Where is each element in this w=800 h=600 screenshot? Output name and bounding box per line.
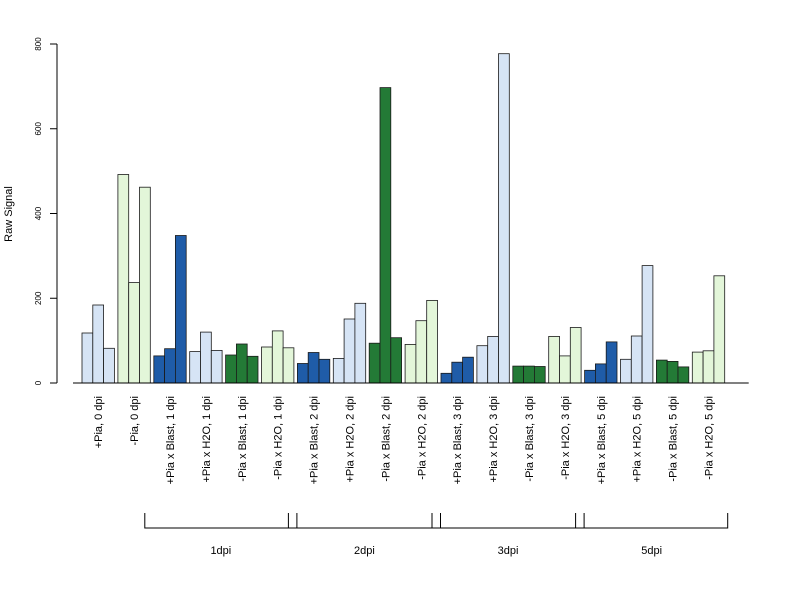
x-tick-label: +Pia, 0 dpi	[93, 396, 105, 448]
bar	[307, 352, 320, 384]
bar	[368, 342, 381, 384]
bar	[139, 186, 151, 384]
bar	[200, 331, 212, 384]
time-bracket-label: 1dpi	[210, 545, 231, 557]
bar	[296, 363, 309, 384]
bar	[569, 327, 582, 384]
bars	[81, 53, 726, 384]
bar	[641, 265, 654, 384]
time-brackets: 1dpi 2dpi 3dpi 5dpi	[144, 513, 729, 557]
y-tick-label: 0	[34, 380, 43, 385]
bar	[404, 343, 417, 384]
bar	[595, 363, 607, 384]
bar	[117, 174, 130, 384]
bar	[379, 87, 392, 384]
bar	[666, 360, 679, 384]
time-bracket	[287, 513, 441, 529]
x-tick-label: -Pia x Blast, 5 dpi	[668, 396, 680, 482]
bar	[656, 359, 668, 384]
bar	[512, 365, 524, 384]
x-tick-label: -Pia x H2O, 5 dpi	[704, 396, 716, 480]
bar	[605, 341, 618, 384]
time-bracket	[575, 513, 729, 529]
time-bracket-label: 3dpi	[498, 545, 519, 557]
bar	[559, 355, 571, 384]
bar	[498, 53, 510, 384]
bar	[630, 335, 643, 384]
bar	[440, 372, 453, 384]
x-tick-label: -Pia x H2O, 2 dpi	[416, 396, 428, 480]
x-tick-label: -Pia x Blast, 1 dpi	[237, 396, 249, 482]
bar	[462, 356, 474, 384]
bar	[81, 332, 94, 384]
x-tick-label: -Pia x Blast, 2 dpi	[380, 396, 392, 482]
x-tick-labels: +Pia, 0 dpi -Pia, 0 dpi +Pia x Blast, 1 dp…	[93, 396, 715, 484]
bar	[332, 357, 345, 384]
time-bracket	[431, 513, 585, 529]
bar	[174, 235, 187, 384]
x-tick-label: -Pia x Blast, 3 dpi	[524, 396, 536, 482]
bar	[189, 351, 201, 384]
bar	[225, 354, 237, 384]
time-bracket	[144, 513, 298, 529]
bar	[318, 358, 331, 384]
bar	[426, 299, 438, 384]
bar	[702, 350, 715, 384]
x-tick-label: +Pia x Blast, 3 dpi	[452, 396, 464, 484]
bar	[677, 366, 690, 384]
y-axis: 0 200 400 600 800	[34, 37, 58, 385]
bar	[548, 335, 560, 384]
bar	[523, 365, 535, 384]
x-tick-label: +Pia x Blast, 5 dpi	[596, 396, 608, 484]
time-bracket-label: 5dpi	[641, 545, 662, 557]
bar	[261, 346, 273, 384]
bar	[235, 343, 248, 384]
bar	[153, 355, 166, 384]
y-tick-label: 400	[34, 206, 43, 220]
bar	[620, 358, 632, 384]
bar	[534, 366, 546, 384]
bar	[92, 304, 105, 384]
x-tick-label: -Pia x H2O, 3 dpi	[560, 396, 572, 480]
bar	[476, 345, 489, 384]
bar	[487, 335, 499, 384]
bar	[246, 355, 259, 384]
y-tick-label: 200	[34, 291, 43, 305]
bar	[713, 275, 726, 384]
x-tick-label: +Pia x H2O, 3 dpi	[488, 396, 500, 483]
x-tick-label: +Pia x H2O, 1 dpi	[201, 396, 213, 483]
y-tick-label: 600	[34, 122, 43, 136]
x-tick-label: -Pia x H2O, 1 dpi	[273, 396, 285, 480]
x-tick-label: +Pia x Blast, 2 dpi	[309, 396, 321, 484]
bar	[451, 361, 463, 384]
bar	[210, 349, 223, 384]
bar	[164, 348, 176, 384]
bar	[271, 330, 284, 384]
x-tick-label: +Pia x H2O, 2 dpi	[345, 396, 357, 483]
bar	[390, 337, 402, 384]
x-tick-label: -Pia, 0 dpi	[129, 396, 141, 446]
x-tick-label: +Pia x H2O, 5 dpi	[632, 396, 644, 483]
x-tick-label: +Pia x Blast, 1 dpi	[165, 396, 177, 484]
bar	[691, 351, 704, 384]
bar	[343, 318, 356, 384]
bar	[128, 282, 140, 384]
y-axis-label: Raw Signal	[3, 186, 15, 242]
bar	[282, 347, 295, 384]
y-tick-label: 800	[34, 37, 43, 51]
bar	[103, 347, 115, 384]
bar	[415, 320, 428, 384]
bar	[584, 369, 596, 384]
time-bracket-label: 2dpi	[354, 545, 375, 557]
bar	[354, 302, 367, 384]
